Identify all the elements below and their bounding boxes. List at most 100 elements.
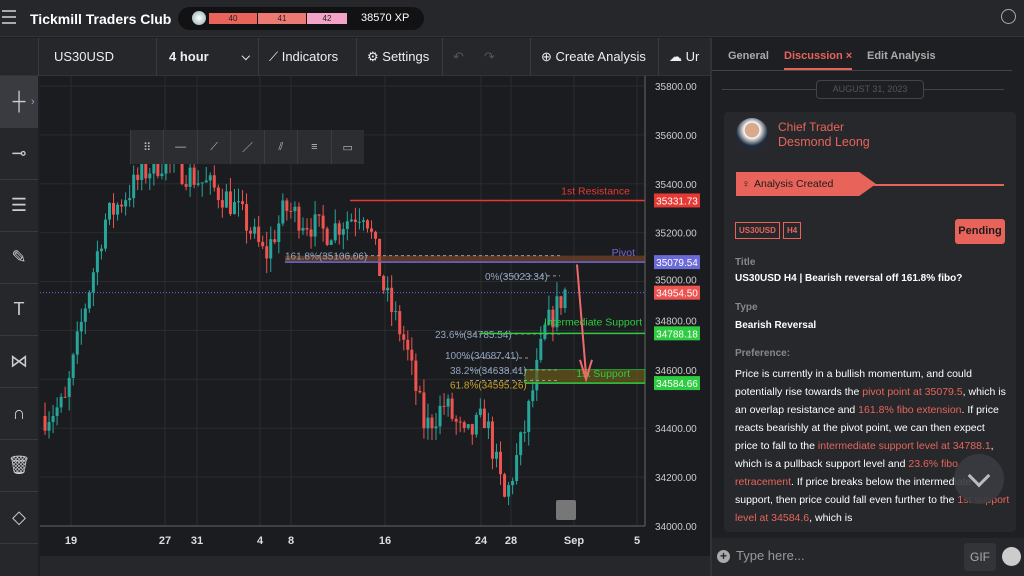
candle bbox=[402, 334, 406, 340]
candle bbox=[494, 451, 498, 459]
create-analysis-button[interactable]: ⊕ Create Analysis bbox=[530, 38, 658, 76]
crosshair-tool[interactable]: ┼ › bbox=[0, 76, 38, 128]
candle bbox=[430, 417, 434, 429]
candle bbox=[438, 405, 442, 427]
trash-icon[interactable]: 🗑 bbox=[0, 440, 38, 492]
y-tick-label: 35000.00 bbox=[655, 276, 697, 287]
drag-handle-icon[interactable]: ⠿ bbox=[130, 130, 163, 164]
cloud-upload-icon: ☁ bbox=[669, 49, 686, 64]
candle bbox=[539, 338, 543, 360]
candle bbox=[370, 228, 374, 232]
symbol-selector[interactable]: US30USD bbox=[38, 38, 156, 76]
fib-tool[interactable]: ☰ bbox=[0, 180, 38, 232]
candle bbox=[523, 432, 527, 434]
gem-icon bbox=[192, 11, 206, 25]
body-text: , which is a pullback support level and bbox=[735, 440, 994, 470]
fib-levels-icon[interactable]: ≡ bbox=[297, 130, 330, 164]
settings-label: Settings bbox=[382, 49, 430, 64]
horizontal-line-tool[interactable]: ⊸ bbox=[0, 128, 38, 180]
settings-button[interactable]: ⚙ Settings bbox=[356, 38, 442, 76]
x-tick-label: 8 bbox=[288, 535, 294, 547]
candle bbox=[406, 339, 410, 350]
fib-label: 23.6%(34785.54) bbox=[435, 330, 512, 341]
message-input[interactable]: Type here... bbox=[736, 548, 805, 563]
candle bbox=[374, 231, 378, 239]
candle bbox=[208, 175, 212, 181]
globe-icon[interactable] bbox=[1001, 9, 1016, 24]
scroll-down-button[interactable] bbox=[954, 454, 1004, 504]
line-tools-popup: ⠿ — ⟋ ／ ⫽ ≡ ▭ bbox=[130, 130, 364, 164]
candle bbox=[321, 215, 325, 229]
magnet-tool[interactable]: ∩ bbox=[0, 388, 38, 440]
candle bbox=[527, 401, 531, 433]
trend-line-icon[interactable]: ⟋ bbox=[196, 130, 230, 164]
price-chart[interactable]: 35800.00 35600.00 35400.00 35200.00 35000.00… bbox=[40, 76, 710, 556]
analysis-card: Chief Trader Desmond Leong ♀ Analysis Cre… bbox=[724, 112, 1016, 532]
tab-general[interactable]: General bbox=[728, 50, 769, 62]
lightbulb-button[interactable] bbox=[556, 500, 576, 520]
candle bbox=[43, 416, 47, 431]
highlight-text: 161.8% fibo extension bbox=[858, 404, 962, 416]
x-tick-label: 31 bbox=[191, 535, 203, 547]
level-label: Intermediate Support bbox=[544, 316, 642, 328]
author-role: Chief Trader bbox=[778, 120, 845, 134]
drawing-tools: ┼ › ⊸ ☰ ✎ T ⋈ ∩ 🗑 ◇ bbox=[0, 76, 38, 576]
price-tag-label: 34788.18 bbox=[656, 329, 698, 340]
price-tag-label: 35331.73 bbox=[656, 196, 698, 207]
close-icon[interactable]: × bbox=[845, 50, 853, 62]
expand-icon[interactable]: › bbox=[31, 95, 35, 108]
author-name[interactable]: Desmond Leong bbox=[778, 135, 870, 149]
y-tick-label: 35200.00 bbox=[655, 229, 697, 240]
candle bbox=[555, 296, 559, 328]
menu-icon[interactable] bbox=[2, 10, 16, 28]
chart-canvas[interactable]: 35800.00 35600.00 35400.00 35200.00 35000.00… bbox=[40, 76, 710, 556]
segment-icon[interactable]: ／ bbox=[230, 130, 263, 164]
pivot-zone bbox=[285, 255, 645, 263]
candle bbox=[486, 421, 490, 428]
analysis-title: US30USD H4 | Bearish reversal off 161.8%… bbox=[735, 273, 963, 284]
pattern-tool[interactable]: ⋈ bbox=[0, 336, 38, 388]
plus-icon[interactable]: + bbox=[717, 550, 730, 563]
redo-icon[interactable]: ↷ bbox=[483, 49, 515, 64]
rectangle-icon[interactable]: ▭ bbox=[330, 130, 364, 164]
indicators-button[interactable]: ⟋ Indicators bbox=[258, 38, 356, 76]
candle bbox=[192, 167, 196, 185]
candle bbox=[490, 421, 494, 459]
layers-icon[interactable]: ◇ bbox=[0, 492, 38, 544]
candle bbox=[67, 377, 71, 397]
upload-button[interactable]: ☁ Ur bbox=[658, 38, 710, 76]
undo-redo[interactable]: ↶↷ bbox=[442, 38, 530, 76]
candle bbox=[71, 354, 75, 378]
current-price-tag bbox=[654, 285, 700, 300]
brush-tool[interactable]: ✎ bbox=[0, 232, 38, 284]
candle bbox=[103, 219, 107, 249]
candle bbox=[63, 396, 67, 398]
tab-discussion[interactable]: Discussion × bbox=[784, 50, 853, 70]
text-tool[interactable]: T bbox=[0, 284, 38, 336]
candle bbox=[188, 167, 192, 187]
tab-edit-analysis[interactable]: Edit Analysis bbox=[867, 50, 936, 62]
candle bbox=[519, 432, 523, 456]
bearish-arrow bbox=[576, 264, 587, 375]
fib-label: 61.8%(34595.26) bbox=[450, 380, 527, 391]
y-tick-label: 35800.00 bbox=[655, 82, 697, 93]
candle bbox=[422, 392, 426, 429]
ray-icon[interactable]: — bbox=[163, 130, 196, 164]
emoji-icon[interactable] bbox=[1002, 547, 1021, 566]
interval-dropdown[interactable]: 4 hour ⌵ bbox=[156, 38, 258, 76]
candle bbox=[454, 418, 458, 422]
x-tick-label: 5 bbox=[634, 535, 640, 547]
chart-toolbar: US30USD 4 hour ⌵ ⟋ Indicators ⚙ Settings … bbox=[0, 38, 710, 76]
x-tick-label: 28 bbox=[505, 535, 517, 547]
gif-button[interactable]: GIF bbox=[964, 543, 996, 571]
undo-icon[interactable]: ↶ bbox=[453, 49, 484, 64]
parallel-channel-icon[interactable]: ⫽ bbox=[263, 130, 297, 164]
candle bbox=[531, 390, 535, 402]
candle bbox=[120, 204, 124, 207]
candle bbox=[482, 408, 486, 428]
title-label: Title bbox=[735, 257, 756, 268]
xp-badge[interactable]: 40 41 42 38570 XP bbox=[178, 7, 424, 30]
candle bbox=[507, 485, 511, 497]
current-price-label: 34954.50 bbox=[656, 289, 698, 300]
candle bbox=[245, 204, 249, 231]
